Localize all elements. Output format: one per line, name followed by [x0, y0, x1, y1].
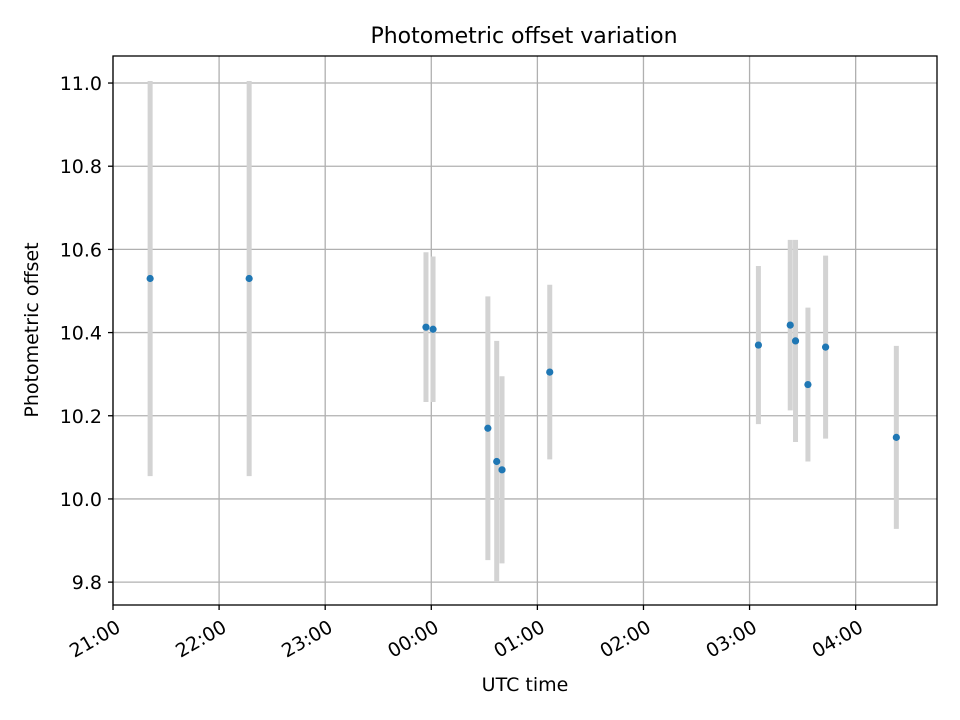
y-tick-label: 9.8: [72, 572, 102, 594]
x-axis-ticks: 21:00 22:00 23:00 00:00 01:00 02:00 03:00 04:00: [66, 605, 867, 662]
y-tick-label: 10.0: [60, 489, 102, 511]
data-point: [546, 368, 554, 376]
x-tick-label: 04:00: [809, 616, 867, 662]
x-tick-label: 01:00: [490, 616, 548, 662]
error-bars: [147, 80, 899, 583]
x-tick-label: 03:00: [702, 616, 760, 662]
data-point: [493, 457, 501, 466]
y-tick-label: 10.8: [60, 156, 102, 178]
data-point: [822, 343, 830, 351]
grid-lines: [112, 56, 937, 605]
data-point: [422, 323, 430, 331]
data-point: [791, 337, 800, 345]
y-tick-label: 10.4: [60, 323, 102, 345]
x-tick-label: 22:00: [172, 616, 230, 662]
data-point: [498, 466, 506, 474]
data-point: [754, 341, 763, 349]
x-axis-label: UTC time: [482, 674, 569, 696]
plot-frame: [112, 55, 938, 606]
data-point: [429, 325, 437, 333]
x-tick-label: 00:00: [384, 616, 442, 662]
x-tick-label: 02:00: [596, 616, 654, 662]
x-tick-label: 23:00: [278, 616, 336, 662]
data-point: [786, 321, 794, 329]
x-tick-label: 21:00: [66, 616, 124, 662]
data-point: [484, 424, 492, 432]
data-point: [245, 274, 253, 283]
data-point: [804, 380, 812, 389]
y-tick-label: 10.6: [60, 239, 102, 261]
data-point: [146, 274, 154, 283]
chart-title: Photometric offset variation: [370, 24, 677, 49]
y-axis-ticks: 9.8 10.0 10.2 10.4 10.6 10.8 11.0: [60, 73, 113, 594]
y-tick-label: 11.0: [60, 73, 102, 95]
y-axis-label: Photometric offset: [21, 242, 43, 417]
data-points: [146, 274, 900, 474]
y-tick-label: 10.2: [60, 406, 102, 428]
data-point: [892, 433, 900, 441]
